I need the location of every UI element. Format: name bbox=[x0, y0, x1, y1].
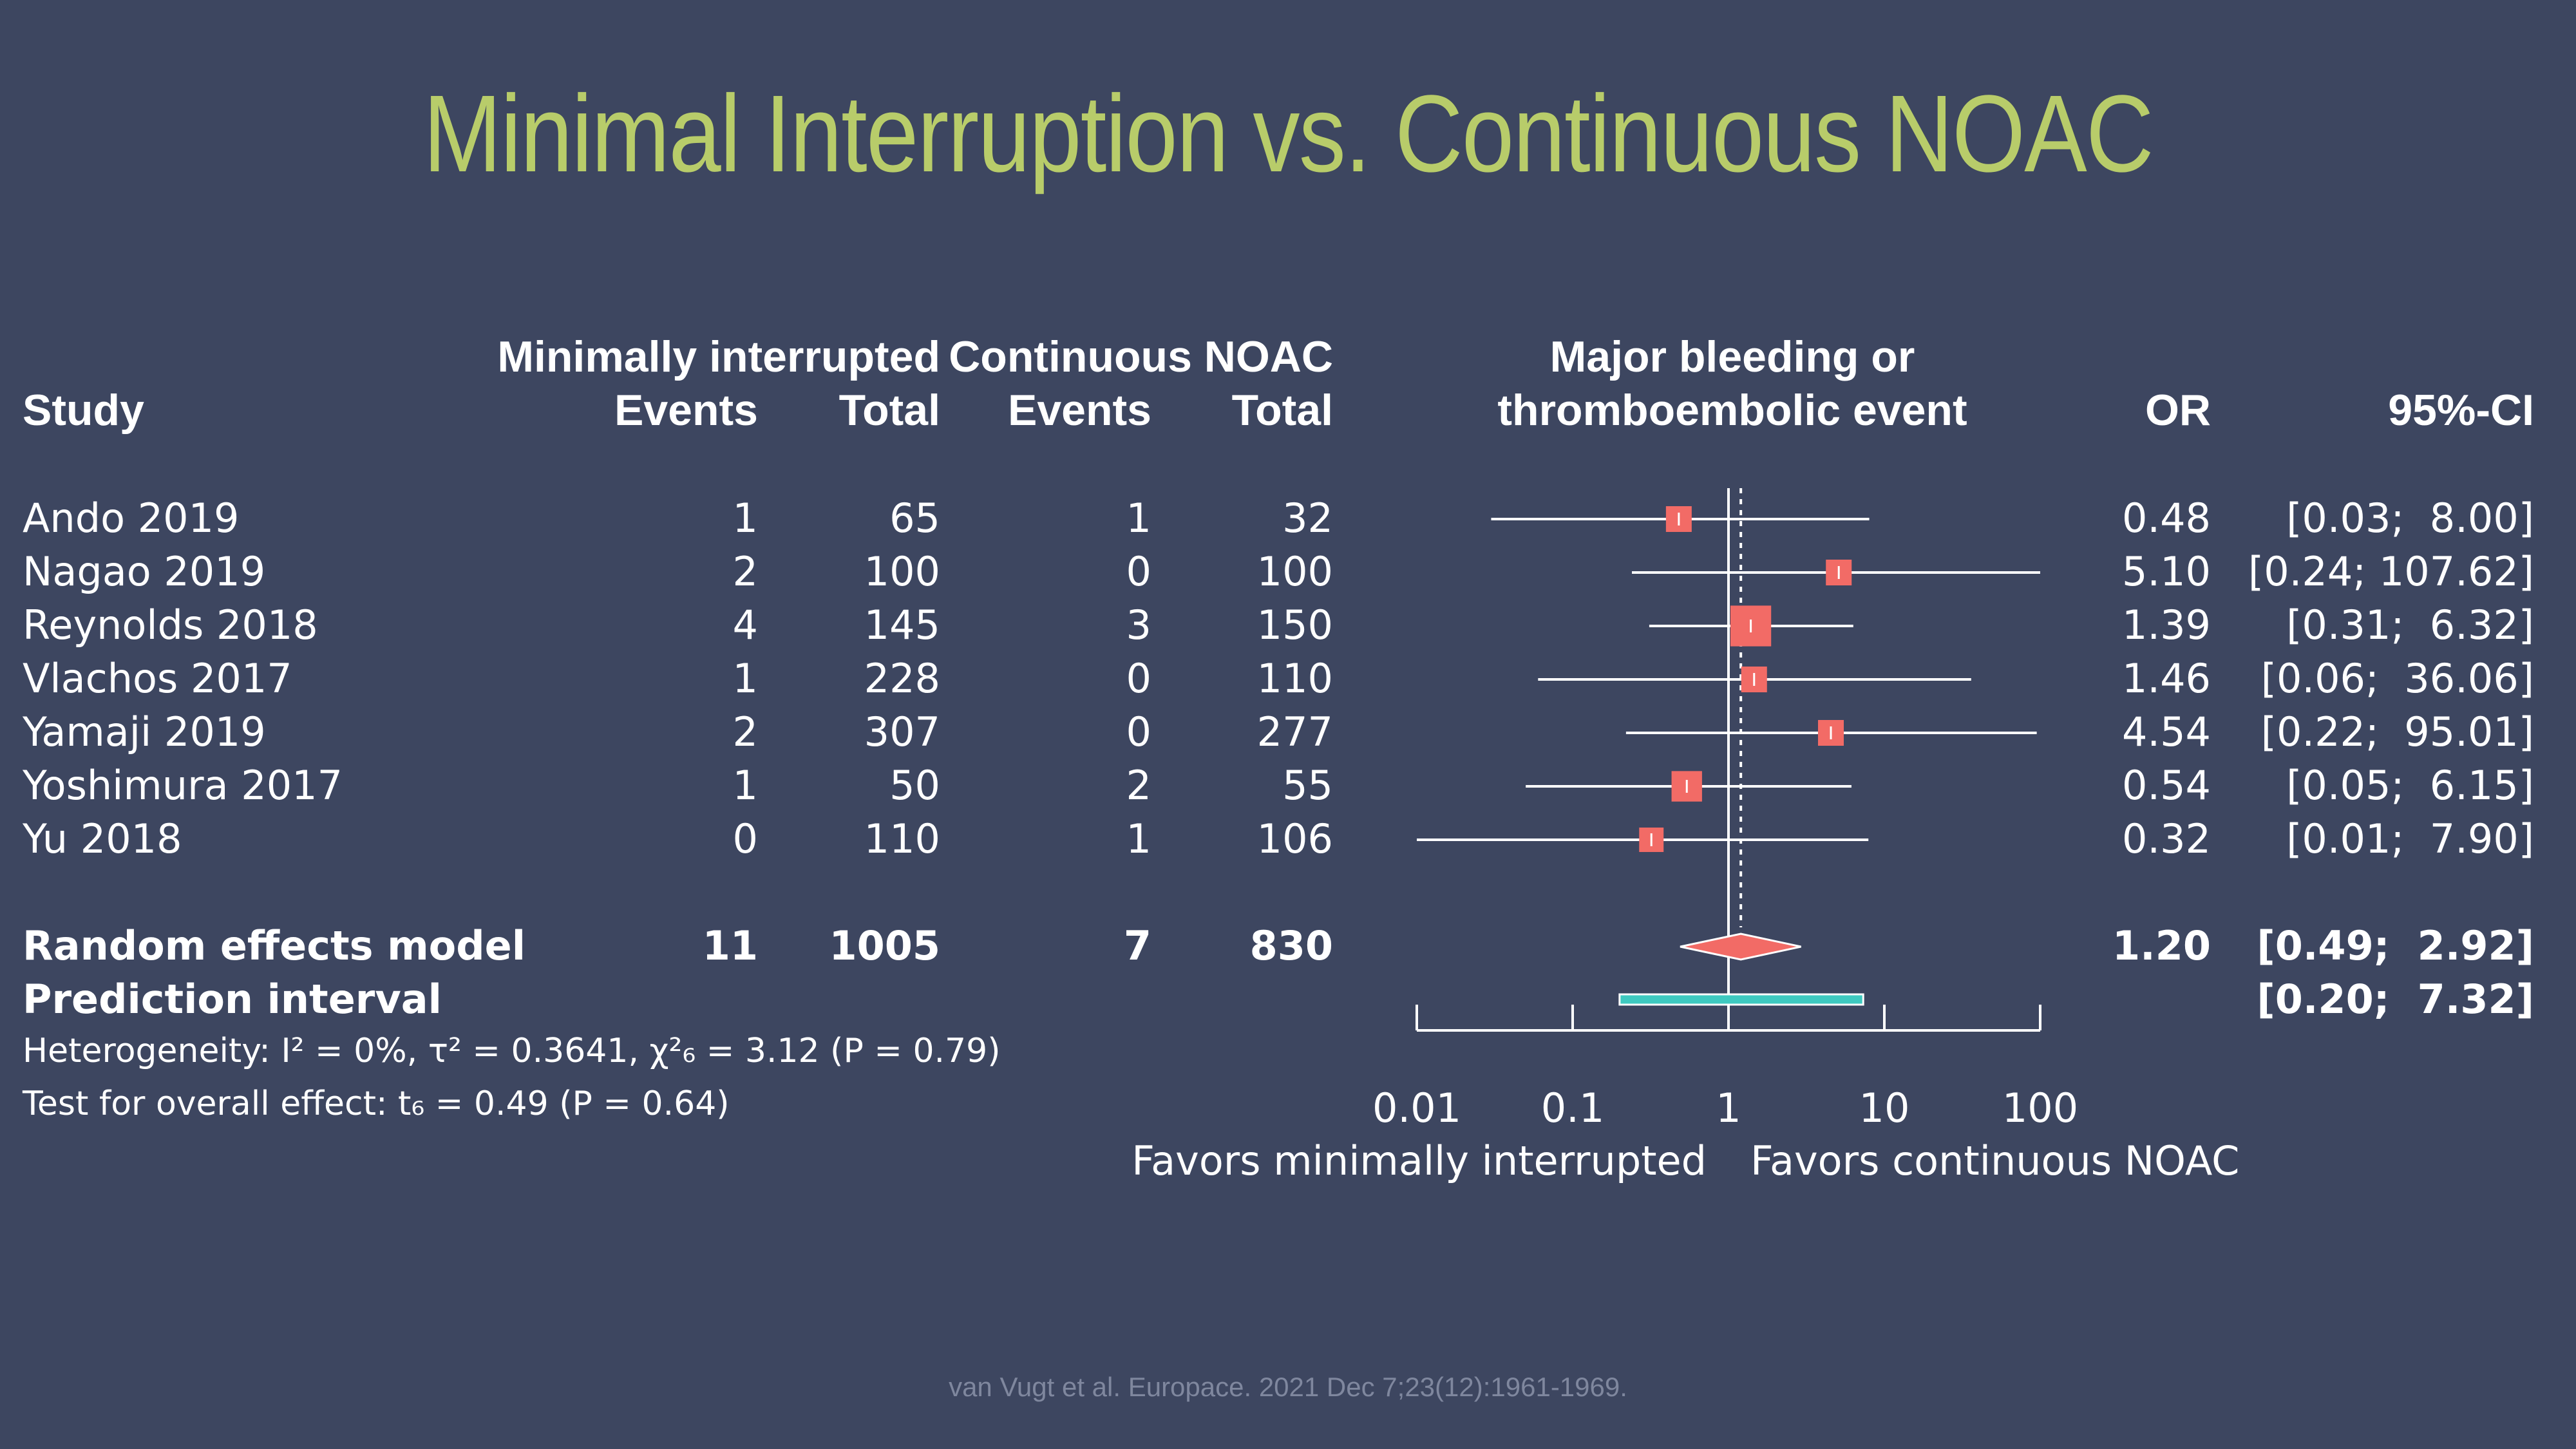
study-name: Ando 2019 bbox=[23, 495, 240, 542]
prediction-interval-bar bbox=[1618, 993, 1864, 1006]
favors-left-label: Favors minimally interrupted bbox=[1132, 1137, 1707, 1184]
total1-cell: 110 bbox=[864, 815, 940, 862]
events1-header: Events bbox=[614, 386, 758, 435]
study-name: Vlachos 2017 bbox=[23, 655, 292, 702]
ci-cell: [0.01; 7.90] bbox=[2286, 815, 2534, 862]
x-tick-label: 0.1 bbox=[1541, 1084, 1605, 1132]
random-events1: 11 bbox=[702, 922, 758, 969]
random-ci: [0.49; 2.92] bbox=[2257, 922, 2534, 969]
ci-cell: [0.05; 6.15] bbox=[2286, 762, 2534, 809]
total2-cell: 100 bbox=[1256, 548, 1333, 595]
ci-cell: [0.03; 8.00] bbox=[2286, 495, 2534, 542]
study-name: Reynolds 2018 bbox=[23, 601, 318, 649]
events2-cell: 1 bbox=[1126, 495, 1151, 542]
favors-right-label: Favors continuous NOAC bbox=[1750, 1137, 2240, 1184]
x-tick-label: 10 bbox=[1859, 1084, 1910, 1132]
events1-cell: 1 bbox=[732, 655, 758, 702]
events2-cell: 2 bbox=[1126, 762, 1151, 809]
random-effects-label: Random effects model bbox=[23, 922, 526, 969]
random-events2: 7 bbox=[1123, 922, 1151, 969]
events2-cell: 0 bbox=[1126, 655, 1151, 702]
page-title: Minimal Interruption vs. Continuous NOAC bbox=[423, 73, 2154, 195]
events1-cell: 2 bbox=[732, 708, 758, 755]
study-name: Yoshimura 2017 bbox=[23, 762, 343, 809]
total1-cell: 100 bbox=[864, 548, 940, 595]
events2-cell: 1 bbox=[1126, 815, 1151, 862]
or-cell: 0.48 bbox=[2121, 495, 2211, 542]
total2-header: Total bbox=[1231, 386, 1333, 435]
pooled-diamond bbox=[1680, 933, 1801, 961]
outcome-header-line1: Major bleeding or bbox=[1549, 332, 1915, 381]
or-cell: 1.46 bbox=[2121, 655, 2211, 702]
or-header: OR bbox=[2145, 386, 2211, 435]
study-name: Nagao 2019 bbox=[23, 548, 266, 595]
total2-cell: 110 bbox=[1256, 655, 1333, 702]
total2-cell: 150 bbox=[1256, 601, 1333, 649]
prediction-interval-label: Prediction interval bbox=[23, 976, 442, 1023]
study-header: Study bbox=[23, 386, 144, 435]
total1-cell: 50 bbox=[889, 762, 940, 809]
group1-header: Minimally interrupted bbox=[497, 332, 940, 381]
x-tick-label: 100 bbox=[2002, 1084, 2078, 1132]
outcome-header-line2: thromboembolic event bbox=[1497, 386, 1967, 435]
ci-cell: [0.06; 36.06] bbox=[2260, 655, 2534, 702]
total2-cell: 277 bbox=[1256, 708, 1333, 755]
heterogeneity-text: Heterogeneity: I² = 0%, τ² = 0.3641, χ²₆… bbox=[23, 1032, 1001, 1070]
total2-cell: 32 bbox=[1282, 495, 1333, 542]
or-cell: 1.39 bbox=[2121, 601, 2211, 649]
prediction-interval-ci: [0.20; 7.32] bbox=[2257, 976, 2534, 1023]
study-name: Yamaji 2019 bbox=[23, 708, 266, 755]
events1-cell: 1 bbox=[732, 762, 758, 809]
x-tick-label: 0.01 bbox=[1372, 1084, 1461, 1132]
events1-cell: 4 bbox=[732, 601, 758, 649]
or-cell: 0.32 bbox=[2121, 815, 2211, 862]
or-cell: 4.54 bbox=[2121, 708, 2211, 755]
total1-header: Total bbox=[838, 386, 940, 435]
ci-header: 95%-CI bbox=[2388, 386, 2534, 435]
random-or: 1.20 bbox=[2112, 922, 2211, 969]
or-cell: 5.10 bbox=[2121, 548, 2211, 595]
events2-cell: 0 bbox=[1126, 708, 1151, 755]
total2-cell: 55 bbox=[1282, 762, 1333, 809]
study-name: Yu 2018 bbox=[23, 815, 182, 862]
random-total2: 830 bbox=[1249, 922, 1333, 969]
overall-effect-text: Test for overall effect: t₆ = 0.49 (P = … bbox=[23, 1084, 730, 1123]
total2-cell: 106 bbox=[1256, 815, 1333, 862]
group2-header: Continuous NOAC bbox=[949, 332, 1333, 381]
ci-cell: [0.31; 6.32] bbox=[2286, 601, 2534, 649]
x-tick-label: 1 bbox=[1716, 1084, 1741, 1132]
total1-cell: 307 bbox=[864, 708, 940, 755]
events2-cell: 3 bbox=[1126, 601, 1151, 649]
source-citation: van Vugt et al. Europace. 2021 Dec 7;23(… bbox=[949, 1372, 1627, 1402]
events1-cell: 2 bbox=[732, 548, 758, 595]
total1-cell: 65 bbox=[889, 495, 940, 542]
events2-cell: 0 bbox=[1126, 548, 1151, 595]
random-total1: 1005 bbox=[829, 922, 940, 969]
total1-cell: 145 bbox=[864, 601, 940, 649]
or-cell: 0.54 bbox=[2121, 762, 2211, 809]
ci-cell: [0.24; 107.62] bbox=[2248, 548, 2534, 595]
ci-cell: [0.22; 95.01] bbox=[2260, 708, 2534, 755]
total1-cell: 228 bbox=[864, 655, 940, 702]
events1-cell: 1 bbox=[732, 495, 758, 542]
events1-cell: 0 bbox=[732, 815, 758, 862]
events2-header: Events bbox=[1008, 386, 1151, 435]
